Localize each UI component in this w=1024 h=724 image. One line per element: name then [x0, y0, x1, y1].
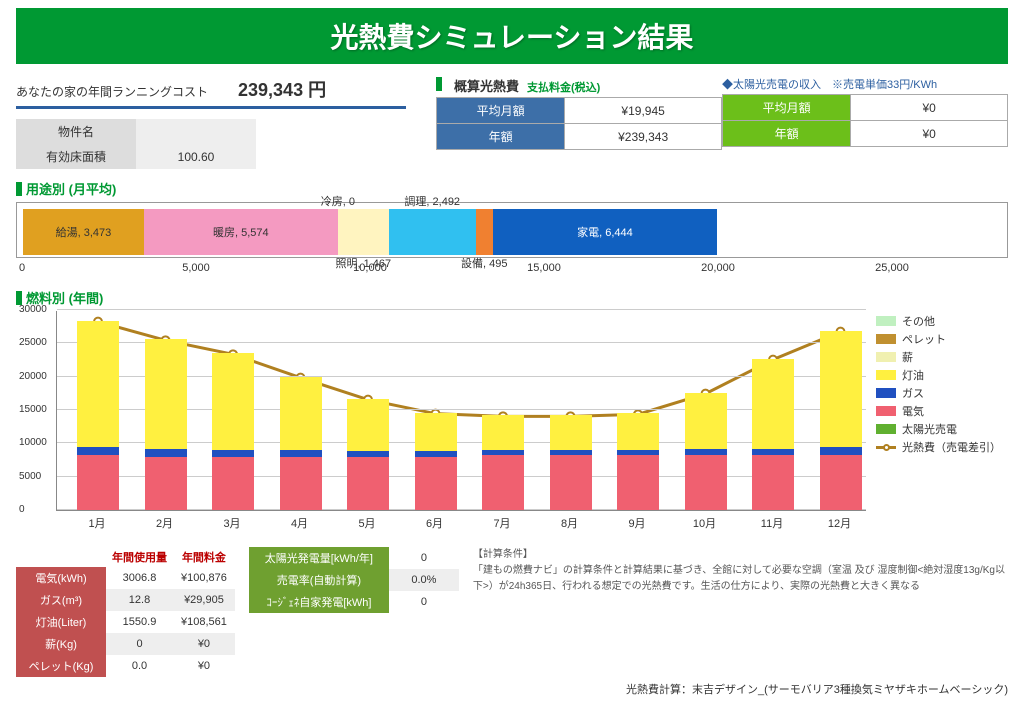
solar-note: ◆太陽光売電の収入 ※売電単価33円/KWh: [722, 76, 1008, 92]
calc-notes: 【計算条件】 「建もの燃費ナビ」の計算条件と計算結果に基づき、全館に対して必要な…: [473, 547, 1008, 595]
estimate-title: 概算光熱費: [454, 76, 519, 95]
fuel-usage-table: 年間使用量年間料金電気(kWh)3006.8¥100,876ガス(m³)12.8…: [16, 547, 235, 677]
estimate-sub: 支払料金(税込): [527, 79, 600, 95]
generation-table: 太陽光発電量[kWh/年]0売電率(自動計算)0.0%ｺｰｼﾞｪﾈ自家発電[kW…: [249, 547, 459, 613]
fuel-title: 燃料別 (年間): [16, 288, 1008, 307]
bottom-row: 年間使用量年間料金電気(kWh)3006.8¥100,876ガス(m³)12.8…: [16, 547, 1008, 677]
running-cost: あなたの家の年間ランニングコスト 239,343 円: [16, 76, 406, 109]
solar-table: 平均月額¥0年額¥0: [722, 94, 1008, 147]
fuel-chart-wrap: 050001000015000200002500030000 1月2月3月4月5…: [16, 311, 1008, 529]
running-cost-value: 239,343 円: [238, 76, 326, 102]
page-title: 光熱費シミュレーション結果: [16, 8, 1008, 64]
usage-bar: 給湯, 3,473暖房, 5,574冷房, 0照明, 1,467調理, 2,49…: [23, 209, 893, 255]
fuel-legend: その他ペレット薪灯油ガス電気太陽光売電光熱費（売電差引）: [876, 311, 1008, 529]
prop-value-1: 100.60: [136, 144, 256, 169]
prop-value-0: [136, 119, 256, 144]
prop-label-1: 有効床面積: [16, 144, 136, 169]
running-cost-label: あなたの家の年間ランニングコスト: [16, 83, 208, 100]
credit-line: 光熱費計算：末吉デザイン_(サーモバリア3種換気ミヤザキホームベーシック): [16, 681, 1008, 697]
usage-axis: 05,00010,00015,00020,00025,000: [22, 262, 892, 278]
prop-label-0: 物件名: [16, 119, 136, 144]
fuel-chart: 050001000015000200002500030000: [56, 311, 866, 511]
fuel-xaxis: 1月2月3月4月5月6月7月8月9月10月11月12月: [56, 511, 866, 529]
usage-title: 用途別 (月平均): [16, 179, 1008, 198]
estimate-table: 平均月額¥19,945年額¥239,343: [436, 97, 722, 150]
property-table: 物件名 有効床面積 100.60: [16, 119, 406, 169]
summary-row: あなたの家の年間ランニングコスト 239,343 円 物件名 有効床面積 100…: [16, 76, 1008, 169]
usage-bar-wrap: 給湯, 3,473暖房, 5,574冷房, 0照明, 1,467調理, 2,49…: [16, 202, 1008, 258]
